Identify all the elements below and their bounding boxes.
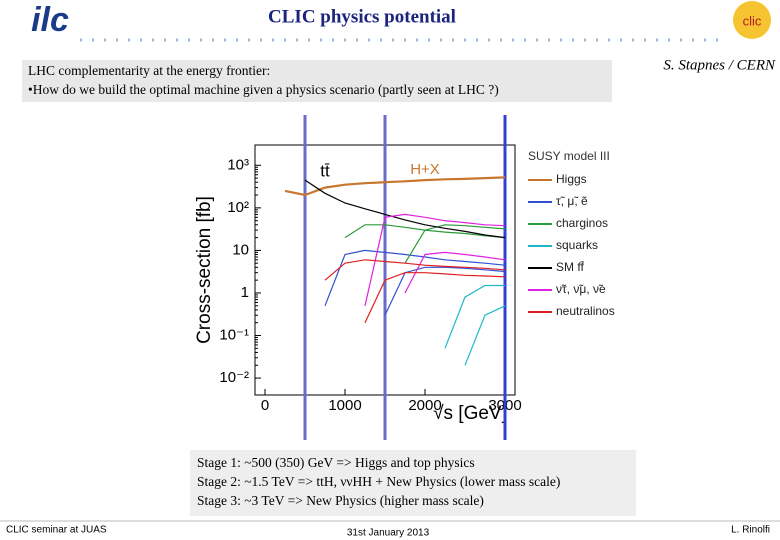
curve xyxy=(444,284,505,349)
intro-box xyxy=(22,60,612,102)
y-tick-label: 10 xyxy=(232,241,249,258)
annotation: H+X xyxy=(410,161,440,178)
author: S. Stapnes / CERN xyxy=(663,57,776,73)
annotation: tt̄ xyxy=(320,161,330,180)
y-tick-label: 10⁻¹ xyxy=(219,326,249,343)
stage-line: Stage 3: ~3 TeV => New Physics (higher m… xyxy=(197,493,484,508)
legend-label: ν̃τ, ν̃μ, ν̃e xyxy=(556,282,606,296)
x-tick-label: 1000 xyxy=(328,397,361,414)
stage-box xyxy=(190,450,636,516)
stage-line: Stage 1: ~500 (350) GeV => Higgs and top… xyxy=(197,455,475,470)
y-axis-label: Cross-section [fb] xyxy=(194,196,215,344)
clic-logo-disc xyxy=(733,1,771,39)
curve xyxy=(364,213,506,306)
legend-label: neutralinos xyxy=(556,304,615,318)
curve xyxy=(284,176,506,197)
ilc-logo: ilc xyxy=(31,1,69,39)
legend-label: Higgs xyxy=(556,172,587,186)
y-tick-label: 1 xyxy=(241,284,249,301)
curve xyxy=(324,259,506,281)
curve xyxy=(404,251,506,294)
x-axis-label: √s [GeV] xyxy=(433,403,507,424)
curve xyxy=(364,272,506,323)
intro-line: •How do we build the optimal machine giv… xyxy=(28,82,499,97)
legend-label: squarks xyxy=(556,238,598,252)
intro-line: LHC complementarity at the energy fronti… xyxy=(28,63,270,78)
curve xyxy=(304,179,506,239)
slide-title: CLIC physics potential xyxy=(268,6,456,27)
footer-right: L. Rinolfi xyxy=(731,525,770,536)
y-tick-label: 10² xyxy=(227,199,249,216)
stage-line: Stage 2: ~1.5 TeV => ttH, ννHH + New Phy… xyxy=(197,474,560,489)
legend-label: τ̃, μ̃, ẽ xyxy=(556,194,588,208)
legend-label: charginos xyxy=(556,216,608,230)
curve xyxy=(324,249,506,307)
footer-center: 31st January 2013 xyxy=(347,528,430,539)
curve xyxy=(404,224,506,264)
y-tick-label: 10⁻² xyxy=(219,369,249,386)
legend-label: SM ff̄ xyxy=(556,260,584,274)
x-tick-label: 0 xyxy=(261,397,269,414)
legend-title: SUSY model III xyxy=(528,149,610,163)
x-tick-label: 2000 xyxy=(408,397,441,414)
footer-left: CLIC seminar at JUAS xyxy=(6,525,107,536)
y-tick-label: 10³ xyxy=(227,156,249,173)
clic-logo: clic xyxy=(743,13,762,28)
curve xyxy=(464,305,506,366)
